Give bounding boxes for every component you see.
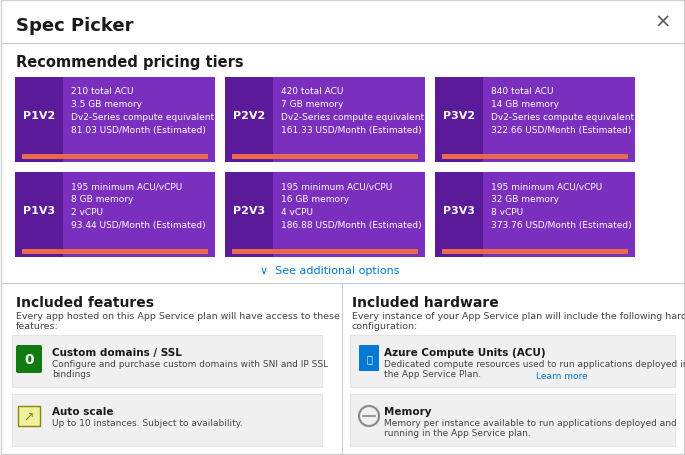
Text: Custom domains / SSL: Custom domains / SSL bbox=[52, 347, 182, 357]
FancyBboxPatch shape bbox=[442, 155, 628, 160]
Text: 210 total ACU: 210 total ACU bbox=[71, 87, 134, 96]
Text: Included features: Included features bbox=[16, 295, 154, 309]
FancyBboxPatch shape bbox=[225, 172, 273, 258]
Text: 420 total ACU: 420 total ACU bbox=[281, 87, 343, 96]
FancyBboxPatch shape bbox=[225, 78, 273, 162]
Text: 3.5 GB memory: 3.5 GB memory bbox=[71, 100, 142, 109]
Text: 195 minimum ACU/vCPU: 195 minimum ACU/vCPU bbox=[281, 182, 393, 191]
Text: ×: × bbox=[655, 12, 671, 31]
FancyBboxPatch shape bbox=[350, 394, 675, 446]
Text: 8 vCPU: 8 vCPU bbox=[491, 208, 523, 217]
Text: features:: features: bbox=[16, 321, 59, 330]
FancyBboxPatch shape bbox=[225, 78, 425, 162]
Text: Spec Picker: Spec Picker bbox=[16, 17, 134, 35]
Text: 186.88 USD/Month (Estimated): 186.88 USD/Month (Estimated) bbox=[281, 221, 422, 230]
FancyBboxPatch shape bbox=[232, 155, 418, 160]
Text: Recommended pricing tiers: Recommended pricing tiers bbox=[16, 55, 244, 69]
Text: P3V3: P3V3 bbox=[443, 206, 475, 216]
Text: Learn more: Learn more bbox=[536, 371, 588, 380]
FancyBboxPatch shape bbox=[12, 394, 322, 446]
Text: Every app hosted on this App Service plan will have access to these: Every app hosted on this App Service pla… bbox=[16, 311, 340, 320]
Text: Up to 10 instances. Subject to availability.: Up to 10 instances. Subject to availabil… bbox=[52, 418, 242, 427]
FancyBboxPatch shape bbox=[435, 78, 483, 162]
Text: P2V3: P2V3 bbox=[233, 206, 265, 216]
Text: configuration:: configuration: bbox=[352, 321, 419, 330]
Text: 0: 0 bbox=[24, 352, 34, 366]
Text: 16 GB memory: 16 GB memory bbox=[281, 195, 349, 204]
Text: 2 vCPU: 2 vCPU bbox=[71, 208, 103, 217]
Text: 161.33 USD/Month (Estimated): 161.33 USD/Month (Estimated) bbox=[281, 126, 422, 135]
FancyBboxPatch shape bbox=[15, 78, 215, 162]
Text: Every instance of your App Service plan will include the following hardware: Every instance of your App Service plan … bbox=[352, 311, 685, 320]
Text: ⬛: ⬛ bbox=[366, 353, 372, 363]
Text: P3V2: P3V2 bbox=[443, 111, 475, 121]
FancyBboxPatch shape bbox=[12, 335, 322, 387]
Text: P2V2: P2V2 bbox=[233, 111, 265, 121]
FancyBboxPatch shape bbox=[18, 406, 40, 426]
Text: Dv2-Series compute equivalent: Dv2-Series compute equivalent bbox=[71, 113, 214, 122]
Text: 93.44 USD/Month (Estimated): 93.44 USD/Month (Estimated) bbox=[71, 221, 206, 230]
Text: 81.03 USD/Month (Estimated): 81.03 USD/Month (Estimated) bbox=[71, 126, 206, 135]
Text: Included hardware: Included hardware bbox=[352, 295, 499, 309]
Text: Auto scale: Auto scale bbox=[52, 406, 114, 416]
Text: Azure Compute Units (ACU): Azure Compute Units (ACU) bbox=[384, 347, 546, 357]
Text: Dedicated compute resources used to run applications deployed in
the App Service: Dedicated compute resources used to run … bbox=[384, 359, 685, 379]
Text: 195 minimum ACU/vCPU: 195 minimum ACU/vCPU bbox=[491, 182, 602, 191]
FancyBboxPatch shape bbox=[435, 172, 483, 258]
Text: 4 vCPU: 4 vCPU bbox=[281, 208, 313, 217]
Text: Memory per instance available to run applications deployed and
running in the Ap: Memory per instance available to run app… bbox=[384, 418, 677, 437]
Text: Configure and purchase custom domains with SNI and IP SSL
bindings: Configure and purchase custom domains wi… bbox=[52, 359, 328, 379]
FancyBboxPatch shape bbox=[15, 172, 215, 258]
Text: P1V3: P1V3 bbox=[23, 206, 55, 216]
FancyBboxPatch shape bbox=[442, 249, 628, 254]
Text: ↗: ↗ bbox=[24, 410, 34, 423]
FancyBboxPatch shape bbox=[22, 155, 208, 160]
FancyBboxPatch shape bbox=[359, 345, 379, 371]
FancyBboxPatch shape bbox=[15, 172, 63, 258]
Text: ∨  See additional options: ∨ See additional options bbox=[260, 265, 400, 275]
Text: 195 minimum ACU/vCPU: 195 minimum ACU/vCPU bbox=[71, 182, 182, 191]
Text: 7 GB memory: 7 GB memory bbox=[281, 100, 343, 109]
Text: P1V2: P1V2 bbox=[23, 111, 55, 121]
Text: 8 GB memory: 8 GB memory bbox=[71, 195, 134, 204]
FancyBboxPatch shape bbox=[15, 78, 63, 162]
FancyBboxPatch shape bbox=[22, 249, 208, 254]
Text: 14 GB memory: 14 GB memory bbox=[491, 100, 559, 109]
FancyBboxPatch shape bbox=[350, 335, 675, 387]
Text: Memory: Memory bbox=[384, 406, 432, 416]
Text: 322.66 USD/Month (Estimated): 322.66 USD/Month (Estimated) bbox=[491, 126, 632, 135]
FancyBboxPatch shape bbox=[16, 345, 42, 373]
FancyBboxPatch shape bbox=[435, 172, 635, 258]
FancyBboxPatch shape bbox=[225, 172, 425, 258]
Text: Dv2-Series compute equivalent: Dv2-Series compute equivalent bbox=[281, 113, 424, 122]
Text: 840 total ACU: 840 total ACU bbox=[491, 87, 553, 96]
FancyBboxPatch shape bbox=[435, 78, 635, 162]
Text: Dv2-Series compute equivalent: Dv2-Series compute equivalent bbox=[491, 113, 634, 122]
Text: 32 GB memory: 32 GB memory bbox=[491, 195, 559, 204]
FancyBboxPatch shape bbox=[232, 249, 418, 254]
Text: 373.76 USD/Month (Estimated): 373.76 USD/Month (Estimated) bbox=[491, 221, 632, 230]
